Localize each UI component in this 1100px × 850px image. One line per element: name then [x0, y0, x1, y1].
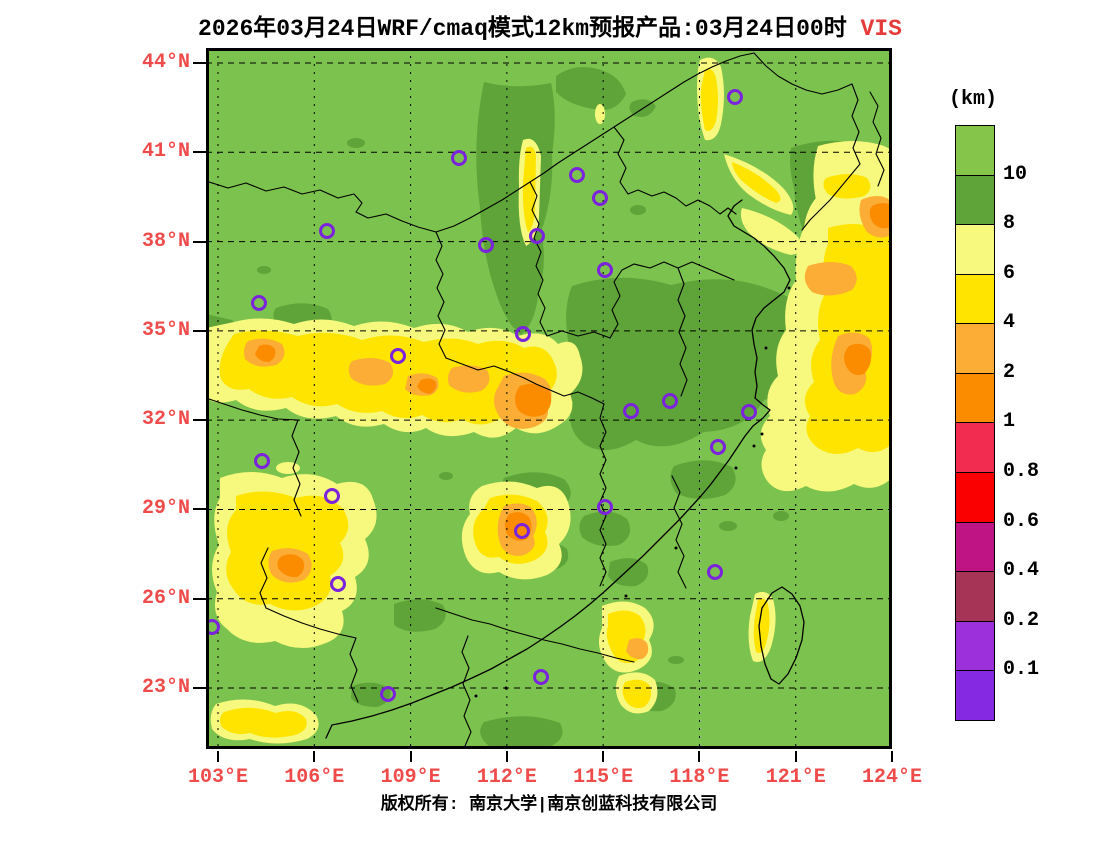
copyright-text: 版权所有: 南京大学|南京创蓝科技有限公司	[380, 796, 718, 815]
plot-title: 2026年03月24日WRF/cmaq模式12km预报产品:03月24日00时 …	[0, 8, 1100, 42]
colorbar-tick-label: 1	[1003, 410, 1016, 434]
station-marker	[597, 262, 613, 278]
lon-tick-label: 109°E	[380, 766, 441, 789]
colorbar-tick-label: 0.4	[1003, 559, 1040, 583]
colorbar-swatch	[955, 620, 995, 672]
station-marker	[741, 404, 757, 420]
station-marker	[251, 295, 267, 311]
coastal-islands	[474, 286, 791, 698]
lat-tick-label: 35°N	[141, 318, 190, 342]
lat-tick-mark	[193, 151, 206, 154]
colorbar-swatch	[955, 571, 995, 622]
lat-lon-gridlines	[206, 48, 893, 749]
colorbar-tick-label: 8	[1003, 212, 1016, 236]
lat-tick-label: 32°N	[141, 408, 190, 432]
colorbar-swatch	[955, 174, 995, 226]
visibility-map-canvas	[204, 48, 893, 749]
lon-tick-label: 121°E	[765, 766, 826, 789]
station-marker	[254, 453, 270, 469]
lat-tick-mark	[193, 62, 206, 64]
station-marker	[533, 669, 549, 685]
lon-tick-mark	[505, 751, 508, 762]
colorbar-unit-label: (km)	[948, 88, 997, 111]
colorbar-tick-label: 10	[1003, 162, 1028, 186]
station-marker	[662, 393, 678, 409]
lat-tick-label: 41°N	[141, 140, 190, 164]
station-marker	[204, 619, 220, 635]
lon-tick-label: 106°E	[284, 766, 345, 789]
station-marker	[569, 167, 585, 183]
station-markers	[204, 89, 757, 702]
lat-tick-label: 26°N	[141, 586, 190, 610]
station-marker	[707, 564, 723, 580]
lon-tick-label: 118°E	[669, 766, 730, 789]
station-marker	[324, 488, 340, 504]
colorbar-swatch	[955, 472, 995, 523]
plot-title-text: 2026年03月24日WRF/cmaq模式12km预报产品:03月24日00时	[198, 16, 847, 42]
station-marker	[710, 439, 726, 455]
colorbar-swatch	[955, 372, 995, 424]
lon-tick-mark	[313, 751, 316, 762]
lon-tick-mark	[794, 751, 797, 762]
lat-tick-mark	[193, 687, 206, 690]
station-marker	[597, 499, 613, 515]
plot-title-variable: VIS	[846, 16, 902, 42]
station-marker	[529, 228, 545, 244]
colorbar-swatch	[955, 323, 995, 374]
lon-tick-mark	[891, 751, 894, 762]
colorbar-tick-label: 2	[1003, 360, 1016, 384]
station-marker	[478, 237, 494, 253]
lat-tick-label: 23°N	[141, 676, 190, 700]
colorbar-tick-label: 0.6	[1003, 509, 1040, 533]
station-marker	[330, 576, 346, 592]
station-marker	[390, 348, 406, 364]
lat-tick-label: 44°N	[141, 51, 190, 74]
colorbar-swatch	[955, 224, 995, 275]
colorbar-tick-label: 6	[1003, 261, 1016, 285]
lat-tick-mark	[193, 419, 206, 422]
colorbar-swatch	[955, 670, 995, 721]
station-marker	[515, 326, 531, 342]
colorbar-swatch	[955, 422, 995, 474]
station-marker	[623, 403, 639, 419]
station-marker	[514, 523, 530, 539]
station-marker	[592, 190, 608, 206]
lon-tick-mark	[217, 751, 219, 762]
lat-tick-mark	[193, 329, 206, 332]
colorbar-swatch	[955, 521, 995, 573]
fill-patches	[206, 48, 892, 749]
station-marker	[380, 686, 396, 702]
lat-tick-mark	[193, 508, 206, 511]
map-border	[206, 48, 892, 749]
colorbar-tick-label: 0.8	[1003, 460, 1040, 484]
lon-tick-label: 103°E	[187, 766, 248, 789]
station-marker	[451, 150, 467, 166]
lat-tick-label: 38°N	[141, 229, 190, 253]
province-boundaries	[205, 52, 885, 747]
colorbar-tick-label: 4	[1003, 311, 1016, 335]
lat-tick-label: 29°N	[141, 497, 190, 521]
colorbar-swatch	[955, 125, 995, 176]
lon-tick-mark	[409, 751, 412, 762]
colorbar-tick-label: 0.2	[1003, 608, 1040, 632]
station-marker	[727, 89, 743, 105]
forecast-map	[204, 48, 893, 749]
lon-tick-mark	[602, 751, 605, 762]
lat-tick-mark	[193, 240, 206, 243]
colorbar-swatch	[955, 273, 995, 325]
lon-tick-label: 115°E	[573, 766, 634, 789]
lon-tick-label: 112°E	[476, 766, 537, 789]
station-marker	[319, 223, 335, 239]
lat-tick-mark	[193, 597, 206, 600]
lon-tick-label: 124°E	[862, 766, 923, 789]
lon-tick-mark	[698, 751, 701, 762]
colorbar-tick-label: 0.1	[1003, 658, 1040, 682]
